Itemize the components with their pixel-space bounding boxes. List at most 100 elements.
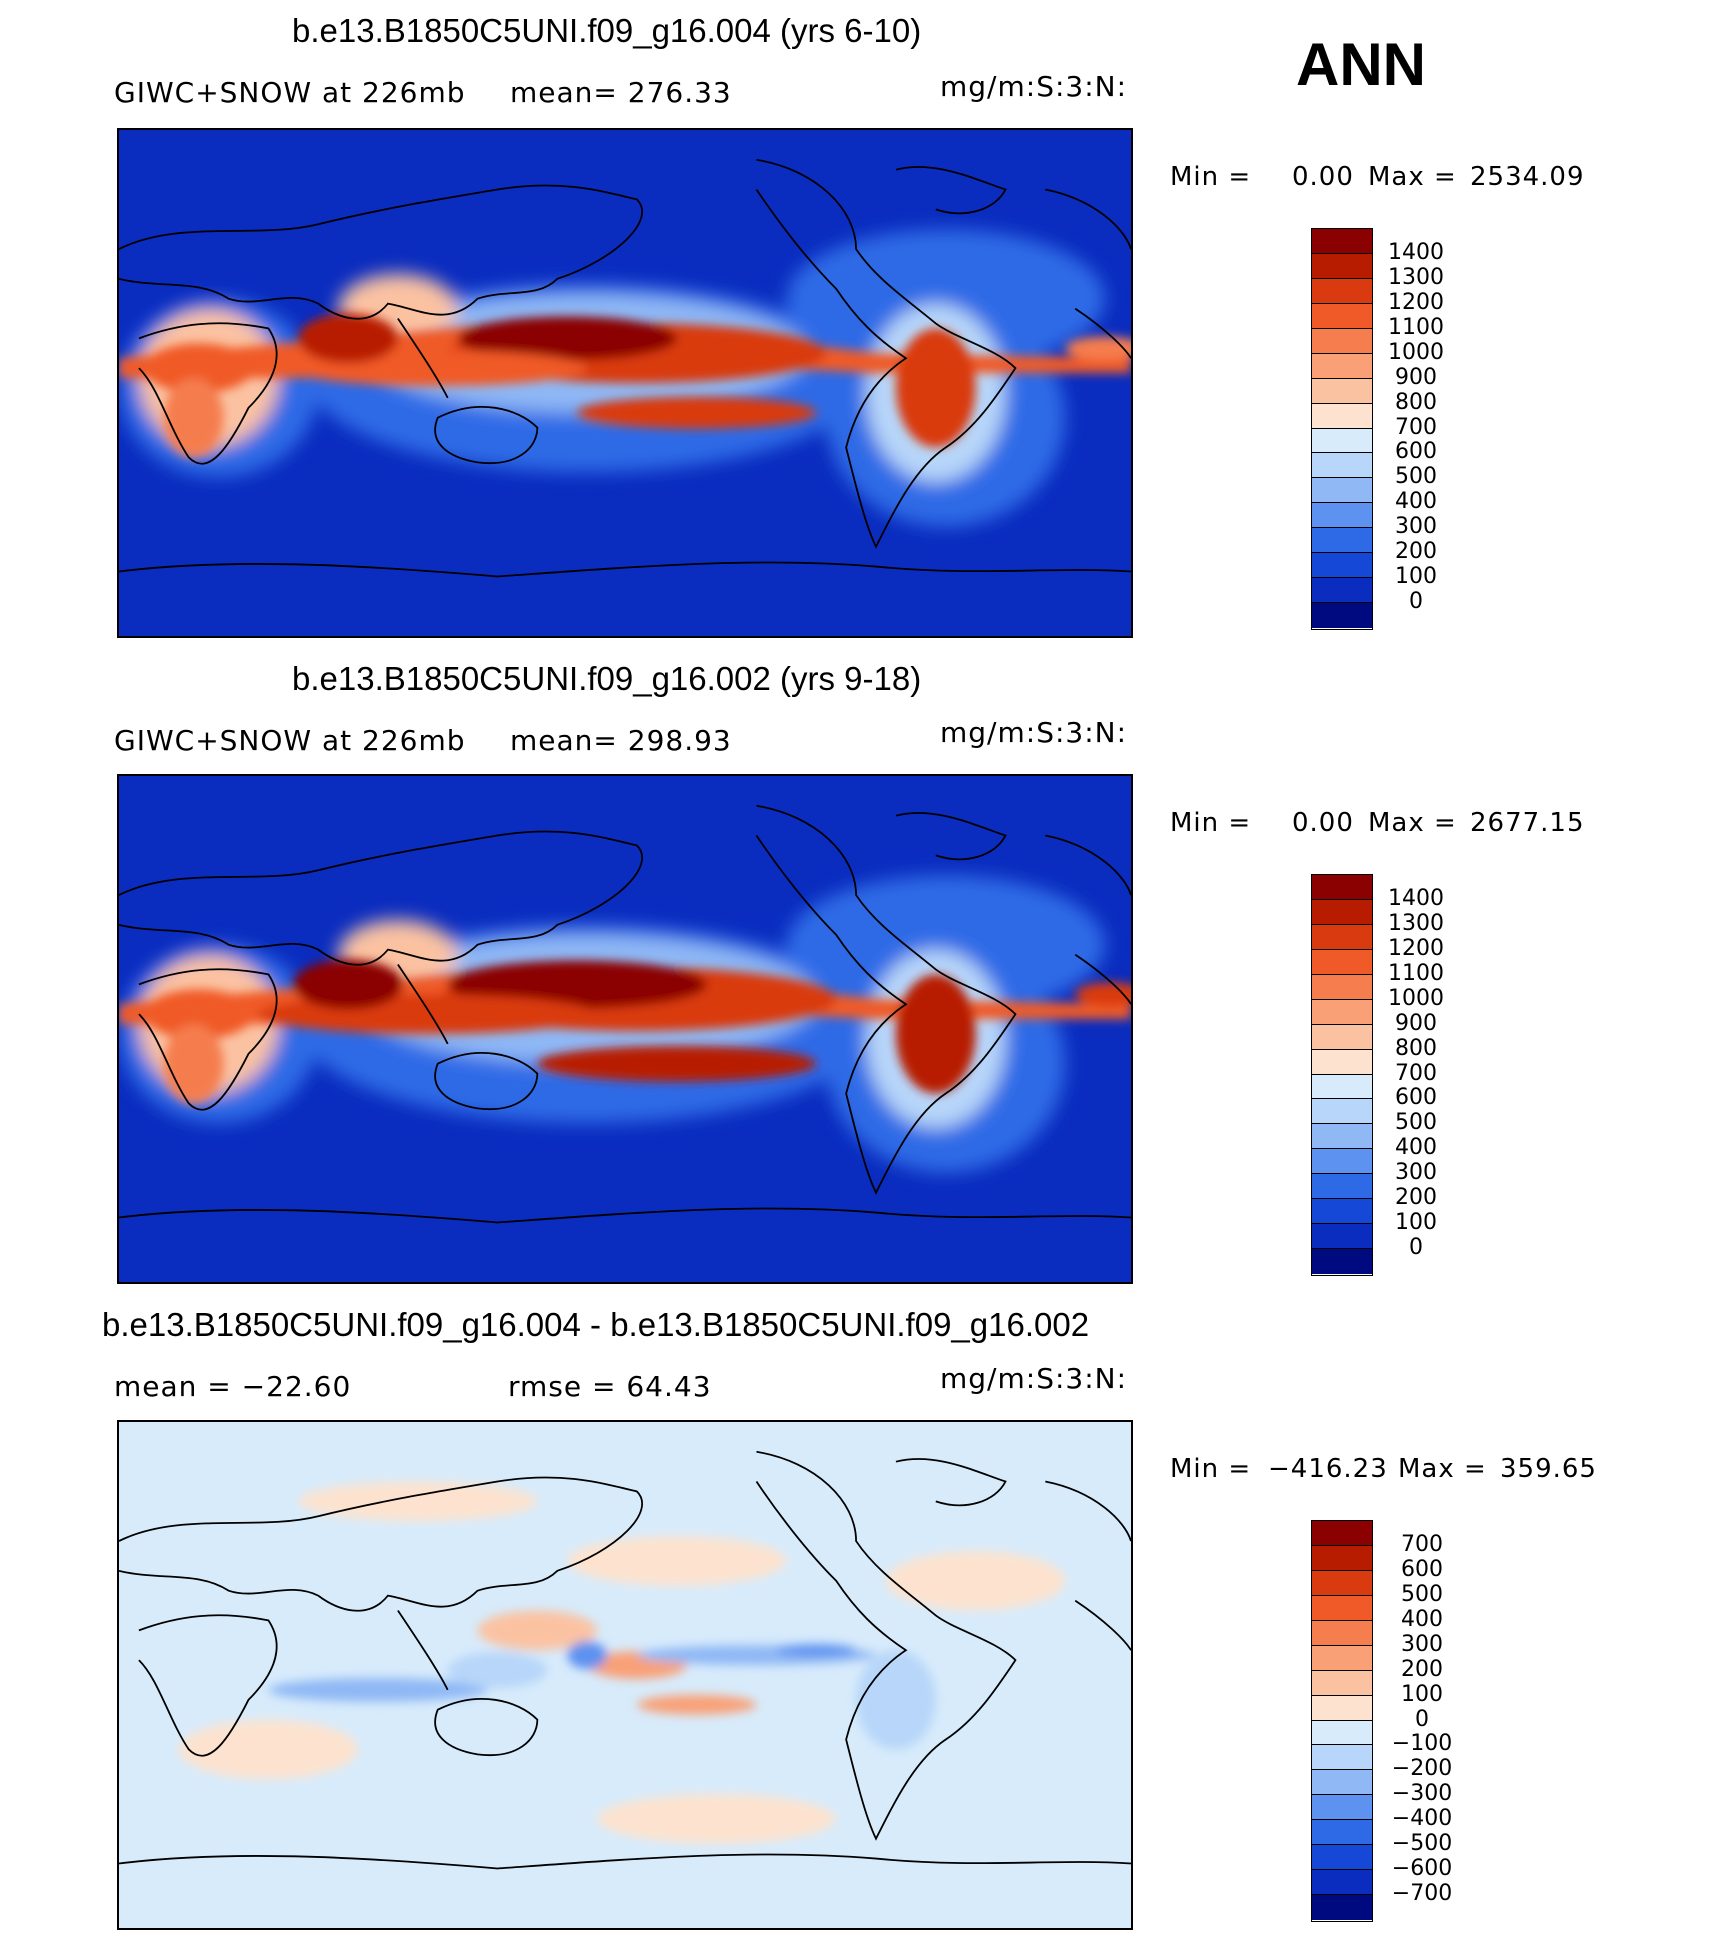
panel2-colorbar-segment <box>1312 1199 1372 1225</box>
panel1-colorbar-tick-label: 1300 <box>1388 264 1444 290</box>
panel2-colorbar-segment <box>1312 1174 1372 1200</box>
panel1-colorbar-tick-label: 900 <box>1395 364 1437 390</box>
panel1-colorbar-segments <box>1312 229 1372 628</box>
panel2-colorbar-tick-label: 800 <box>1395 1035 1437 1061</box>
panel2-title: b.e13.B1850C5UNI.f09_g16.002 (yrs 9-18) <box>292 660 922 697</box>
panel3-colorbar-tick-label: −700 <box>1391 1881 1453 1907</box>
panel3-colorbar-segment <box>1312 1545 1372 1571</box>
panel2-variable-label: GIWC+SNOW at 226mb <box>114 724 466 757</box>
panel3-colorbar-segment <box>1312 1870 1372 1896</box>
panel1-colorbar-tick-label: 100 <box>1395 564 1437 590</box>
panel1-colorbar-tick-label: 0 <box>1409 589 1423 615</box>
panel2-colorbar-tick-label: 600 <box>1395 1085 1437 1111</box>
panel2-colorbar-tick-label: 1000 <box>1388 985 1444 1011</box>
panel3-colorbar-tick-label: −300 <box>1391 1781 1453 1807</box>
panel1-colorbar-segment <box>1312 553 1372 579</box>
panel2-max-value: 2677.15 <box>1470 808 1585 838</box>
panel1-colorbar-segment <box>1312 503 1372 529</box>
panel3-units-label: mg/m:S:3:N: <box>940 1362 1128 1395</box>
panel1-title: b.e13.B1850C5UNI.f09_g16.004 (yrs 6-10) <box>292 12 922 49</box>
panel1-colorbar-segment <box>1312 353 1372 379</box>
panel3-colorbar-tick-label: 400 <box>1401 1606 1443 1632</box>
panel2-colorbar-segment <box>1312 974 1372 1000</box>
panel2-colorbar-segments <box>1312 875 1372 1274</box>
panel3-min-value: −416.23 <box>1268 1454 1388 1484</box>
panel3-colorbar-tick-label: 600 <box>1401 1556 1443 1582</box>
panel1-colorbar-tick-label: 300 <box>1395 514 1437 540</box>
panel3-colorbar-tick-label: −100 <box>1391 1731 1453 1757</box>
panel2-colorbar-segment <box>1312 1074 1372 1100</box>
panel3-colorbar-segment <box>1312 1620 1372 1646</box>
panel2-colorbar-segment <box>1312 1099 1372 1125</box>
panel3-colorbar-segment <box>1312 1570 1372 1596</box>
panel1-colorbar-segment <box>1312 278 1372 304</box>
panel1-colorbar-tick-label: 600 <box>1395 439 1437 465</box>
panel3-colorbar-segment <box>1312 1795 1372 1821</box>
panel1-max-value: 2534.09 <box>1470 162 1585 192</box>
panel3-colorbar-segment <box>1312 1845 1372 1871</box>
panel3-colorbar-segment <box>1312 1695 1372 1721</box>
panel1-colorbar-segment <box>1312 528 1372 554</box>
panel2-colorbar-segment <box>1312 1224 1372 1250</box>
panel1-colorbar-tick-label: 500 <box>1395 464 1437 490</box>
panel1-colorbar-segment <box>1312 428 1372 454</box>
panel2-colorbar-tick-label: 700 <box>1395 1060 1437 1086</box>
panel2-colorbar-segment <box>1312 899 1372 925</box>
panel2-colorbar-segment <box>1312 1049 1372 1075</box>
panel3-colorbar-tick-label: −400 <box>1391 1806 1453 1832</box>
panel3-colorbar-segment <box>1312 1745 1372 1771</box>
panel3-max-label: Max = <box>1398 1454 1487 1484</box>
panel2-colorbar-tick-label: 900 <box>1395 1010 1437 1036</box>
panel2-colorbar-tick-label: 200 <box>1395 1185 1437 1211</box>
panel3-colorbar-tick-label: 700 <box>1401 1531 1443 1557</box>
panel1-min-label: Min = <box>1170 162 1252 192</box>
panel1-variable-label: GIWC+SNOW at 226mb <box>114 76 466 109</box>
panel1-colorbar <box>1311 228 1373 630</box>
season-label: ANN <box>1296 31 1426 98</box>
panel1-colorbar-tick-label: 1200 <box>1388 289 1444 315</box>
panel1-colorbar-segment <box>1312 253 1372 279</box>
panel1-colorbar-tick-label: 200 <box>1395 539 1437 565</box>
panel1-colorbar-tick-label: 1000 <box>1388 339 1444 365</box>
panel3-colorbar-segment <box>1312 1645 1372 1671</box>
panel3-colorbar-segment <box>1312 1895 1372 1920</box>
panel1-colorbar-segment <box>1312 578 1372 604</box>
panel2-colorbar-segment <box>1312 1024 1372 1050</box>
panel3-colorbar-segment <box>1312 1670 1372 1696</box>
panel3-colorbar-tick-label: −600 <box>1391 1856 1453 1882</box>
panel1-mean-label: mean= 276.33 <box>510 76 732 109</box>
panel2-colorbar-tick-label: 1300 <box>1388 910 1444 936</box>
panel1-colorbar-tick-label: 700 <box>1395 414 1437 440</box>
panel3-max-value: 359.65 <box>1500 1454 1597 1484</box>
panel1-colorbar-segment <box>1312 403 1372 429</box>
panel3-colorbar-segment <box>1312 1720 1372 1746</box>
panel2-mean-label: mean= 298.93 <box>510 724 732 757</box>
panel3-colorbar-segment <box>1312 1820 1372 1846</box>
panel2-colorbar-tick-label: 400 <box>1395 1135 1437 1161</box>
panel2-colorbar-segment <box>1312 1149 1372 1175</box>
panel3-map <box>117 1420 1133 1930</box>
panel2-colorbar-tick-label: 100 <box>1395 1210 1437 1236</box>
panel3-colorbar-segment <box>1312 1595 1372 1621</box>
panel3-mean-label: mean = −22.60 <box>114 1370 352 1403</box>
panel2-colorbar <box>1311 874 1373 1276</box>
panel1-colorbar-tick-label: 1100 <box>1388 314 1444 340</box>
panel3-colorbar-segment <box>1312 1521 1372 1546</box>
panel2-colorbar-tick-label: 500 <box>1395 1110 1437 1136</box>
panel2-colorbar-segment <box>1312 1124 1372 1150</box>
panel1-colorbar-segment <box>1312 478 1372 504</box>
panel1-colorbar-tick-label: 1400 <box>1388 239 1444 265</box>
panel2-min-label: Min = <box>1170 808 1252 838</box>
panel2-units-label: mg/m:S:3:N: <box>940 716 1128 749</box>
panel3-colorbar-segments <box>1312 1521 1372 1920</box>
panel1-min-value: 0.00 <box>1292 162 1354 192</box>
panel1-colorbar-segment <box>1312 229 1372 254</box>
panel3-colorbar-tick-label: 200 <box>1401 1656 1443 1682</box>
panel3-colorbar <box>1311 1520 1373 1922</box>
panel1-colorbar-tick-label: 800 <box>1395 389 1437 415</box>
panel1-colorbar-segment <box>1312 378 1372 404</box>
panel2-map-plot <box>119 776 1131 1282</box>
panel2-colorbar-segment <box>1312 924 1372 950</box>
panel1-colorbar-segment <box>1312 328 1372 354</box>
panel3-map-plot <box>119 1422 1131 1928</box>
